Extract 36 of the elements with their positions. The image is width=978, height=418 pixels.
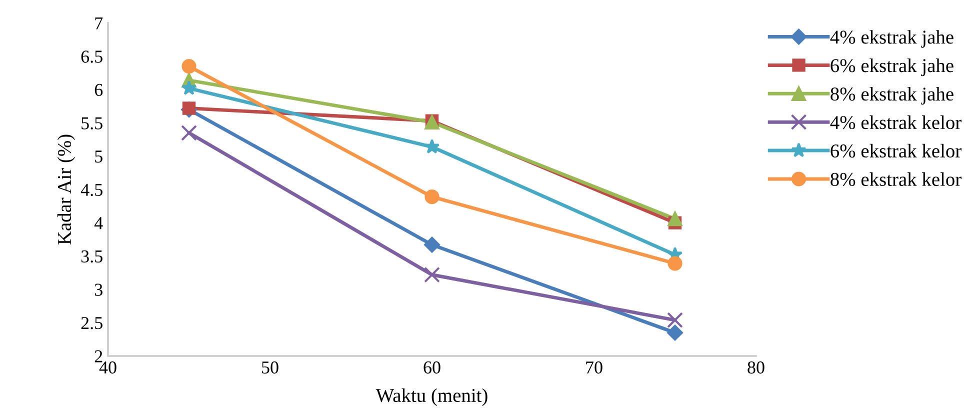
y-tick-label: 2.5 [81, 317, 102, 330]
y-tick-label: 7 [95, 17, 103, 30]
point [181, 80, 197, 95]
y-tick-label: 4 [94, 217, 103, 230]
point [424, 266, 440, 283]
x-axis-title: Waktu (menit) [376, 388, 488, 406]
point [181, 124, 197, 141]
legend-label: 6% ekstrak jahe [830, 58, 954, 76]
y-tick-label: 5 [95, 150, 102, 163]
point [667, 324, 683, 341]
point [182, 58, 196, 74]
x-tick-label: 80 [748, 361, 764, 374]
point [424, 190, 440, 204]
y-tick-label: 3.5 [81, 250, 102, 263]
point [182, 102, 196, 115]
legend-label: 4% ekstrak jahe [830, 30, 954, 48]
point [668, 256, 682, 271]
legend-label: 8% ekstrak jahe [830, 86, 954, 105]
x-tick-label: 50 [262, 361, 278, 374]
y-tick-label: 6.5 [81, 50, 102, 63]
y-tick-label: 5.5 [82, 117, 102, 130]
y-tick-label: 3 [94, 284, 102, 296]
legend-label: 4% ekstrak kelor [830, 115, 962, 130]
point [668, 212, 682, 226]
x-tick-label: 70 [586, 361, 602, 374]
x-tick-label: 40 [99, 361, 116, 374]
point [667, 312, 683, 328]
x-tick-label: 60 [424, 361, 440, 374]
y-tick-label: 6 [94, 84, 103, 96]
point [424, 138, 440, 154]
y-tick-label: 2 [94, 350, 102, 362]
legend-label: 8% ekstrak kelor [830, 172, 962, 186]
legend-label: 6% ekstrak kelor [830, 144, 962, 158]
y-tick-label: 4.5 [80, 184, 102, 196]
y-axis-title: Kadar Air (%) [57, 134, 76, 245]
point [424, 236, 440, 253]
